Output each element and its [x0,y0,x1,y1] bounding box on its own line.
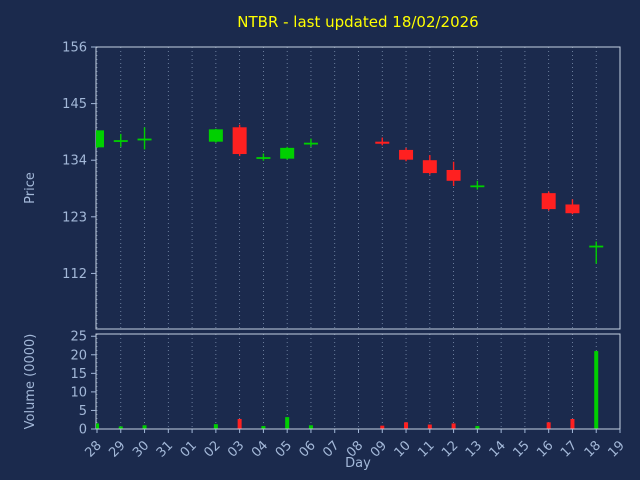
svg-text:10: 10 [70,385,87,400]
svg-text:03: 03 [225,438,247,460]
svg-text:02: 02 [201,438,223,460]
svg-text:07: 07 [320,438,342,460]
svg-text:06: 06 [296,438,318,460]
svg-text:17: 17 [558,438,580,460]
svg-text:10: 10 [392,438,414,460]
svg-text:15: 15 [70,367,87,382]
svg-text:05: 05 [273,438,295,460]
svg-text:11: 11 [415,438,437,460]
svg-text:145: 145 [62,97,87,112]
svg-text:28: 28 [83,438,105,460]
svg-text:25: 25 [70,330,87,345]
svg-text:09: 09 [368,438,390,460]
svg-text:04: 04 [249,438,271,460]
svg-text:123: 123 [62,210,87,225]
svg-text:15: 15 [510,438,532,460]
svg-text:Price: Price [23,172,38,204]
svg-text:12: 12 [439,438,461,460]
svg-text:31: 31 [154,438,176,460]
svg-text:Volume (0000): Volume (0000) [23,334,38,430]
svg-text:01: 01 [178,438,200,460]
svg-text:30: 30 [130,438,152,460]
svg-text:156: 156 [62,41,87,56]
chart-title: NTBR - last updated 18/02/2026 [237,13,479,31]
svg-text:134: 134 [62,154,87,169]
svg-text:16: 16 [534,438,556,460]
svg-text:19: 19 [606,438,628,460]
svg-text:13: 13 [463,438,485,460]
svg-text:Day: Day [345,456,371,471]
svg-text:18: 18 [582,438,604,460]
svg-text:5: 5 [79,404,87,419]
svg-text:29: 29 [106,438,128,460]
svg-text:20: 20 [70,348,87,363]
svg-text:112: 112 [62,267,87,282]
svg-text:0: 0 [79,423,87,438]
svg-text:14: 14 [487,438,509,460]
